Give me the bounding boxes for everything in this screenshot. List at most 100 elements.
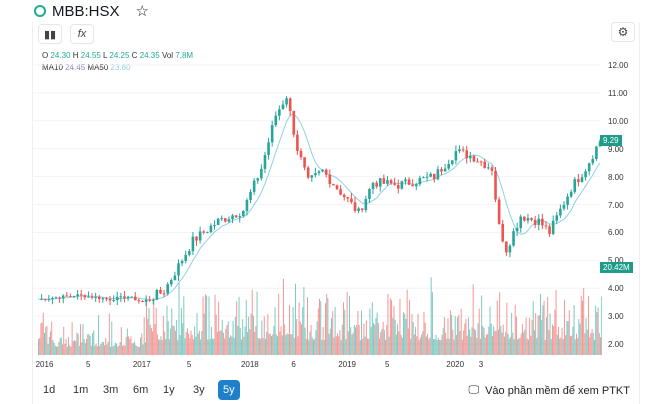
- range-5y[interactable]: 5y: [218, 380, 240, 400]
- range-3m[interactable]: 3m: [103, 384, 119, 396]
- volume-bar: [508, 338, 510, 355]
- volume-bar: [258, 338, 260, 355]
- volume-bar: [88, 334, 90, 355]
- volume-bar: [144, 342, 146, 355]
- volume-bar: [95, 343, 97, 355]
- range-3y[interactable]: 3y: [193, 384, 205, 396]
- volume-bar: [322, 326, 324, 355]
- volume-bar: [299, 321, 301, 355]
- volume-bar: [138, 346, 140, 355]
- volume-bar: [165, 338, 167, 355]
- volume-bar: [303, 287, 305, 355]
- candle: [306, 167, 310, 178]
- volume-bar: [141, 333, 143, 355]
- ohlc-legend: O 24.30 H 24.55 L 24.25 C 24.35 Vol 7,8M…: [42, 51, 194, 72]
- price-chart[interactable]: [32, 22, 602, 357]
- volume-bar: [184, 338, 186, 355]
- volume-bar: [597, 307, 599, 355]
- volume-bar: [86, 338, 88, 355]
- volume-bar: [496, 300, 498, 355]
- volume-bar: [261, 320, 263, 355]
- volume-bar: [231, 336, 233, 355]
- candle: [418, 177, 422, 185]
- volume-bar: [357, 310, 359, 355]
- volume-bar: [566, 321, 568, 355]
- range-1m[interactable]: 1m: [73, 384, 89, 396]
- candle: [213, 224, 216, 226]
- volume-bar: [428, 339, 430, 355]
- volume-bar: [179, 334, 181, 355]
- volume-bar: [153, 297, 155, 355]
- volume-bar: [56, 346, 58, 355]
- candle: [202, 231, 206, 233]
- candle: [465, 150, 469, 159]
- open-ptkt-link[interactable]: 🖵 Vào phần mềm để xem PTKT: [468, 384, 630, 397]
- volume-bar: [197, 333, 199, 355]
- volume-bar: [358, 325, 360, 355]
- volume-bar: [556, 334, 558, 355]
- candle: [270, 125, 274, 143]
- volume-bar: [162, 315, 164, 355]
- candle: [76, 294, 79, 297]
- volume-bar: [442, 327, 444, 355]
- volume-bar: [475, 330, 477, 355]
- candle: [144, 299, 148, 303]
- candle: [584, 171, 587, 178]
- volume-bar: [71, 322, 73, 355]
- volume-bar: [523, 332, 525, 355]
- volume-bar: [591, 328, 593, 355]
- candle: [177, 263, 180, 276]
- volume-bar: [310, 325, 312, 355]
- volume-bar: [433, 339, 435, 355]
- candle: [389, 180, 393, 184]
- volume-bar: [533, 330, 535, 355]
- volume-bar: [218, 301, 220, 355]
- candle: [108, 298, 112, 301]
- candle: [436, 169, 440, 180]
- volume-bar: [75, 341, 77, 355]
- volume-bar: [485, 334, 487, 355]
- volume-bar: [551, 324, 553, 355]
- volume-bar: [351, 334, 353, 355]
- indicator-button[interactable]: fx: [70, 24, 94, 44]
- x-tick-label: 2017: [132, 360, 151, 369]
- candle: [386, 180, 389, 184]
- candle: [321, 169, 324, 172]
- range-1y[interactable]: 1y: [163, 384, 175, 396]
- volume-bar: [149, 324, 151, 355]
- range-1d[interactable]: 1d: [43, 384, 56, 396]
- volume-bar: [500, 325, 502, 355]
- volume-bar: [87, 334, 89, 355]
- candle: [541, 218, 544, 226]
- volume-bar: [116, 343, 118, 355]
- y-tick-label: 4.00: [608, 284, 624, 294]
- candle: [206, 232, 209, 234]
- volume-bar: [68, 336, 70, 355]
- volume-bar: [409, 300, 411, 355]
- candle: [288, 98, 292, 111]
- volume-bar: [369, 308, 371, 355]
- candle: [551, 220, 555, 234]
- y-tick-label: 8.00: [608, 172, 624, 182]
- volume-bar: [255, 325, 257, 355]
- volume-bar: [382, 321, 384, 355]
- volume-bar: [535, 313, 537, 355]
- volume-bar: [170, 328, 172, 355]
- volume-bar: [274, 307, 276, 355]
- volume-bar: [59, 337, 61, 355]
- candle: [296, 134, 299, 151]
- volume-bar: [328, 333, 330, 355]
- volume-bar: [323, 339, 325, 355]
- volume-bar: [46, 325, 48, 355]
- volume-bar: [466, 335, 468, 355]
- volume-bar: [476, 337, 478, 355]
- last-price-badge: 9.29: [600, 135, 622, 146]
- volume-bar: [561, 327, 563, 355]
- candle: [299, 150, 303, 158]
- star-icon[interactable]: ☆: [135, 3, 149, 20]
- candlestick-icon[interactable]: ▮▮: [38, 24, 62, 44]
- volume-bar: [394, 319, 396, 355]
- gear-icon[interactable]: ⚙: [611, 22, 635, 42]
- candle: [58, 297, 61, 299]
- range-6m[interactable]: 6m: [133, 384, 149, 396]
